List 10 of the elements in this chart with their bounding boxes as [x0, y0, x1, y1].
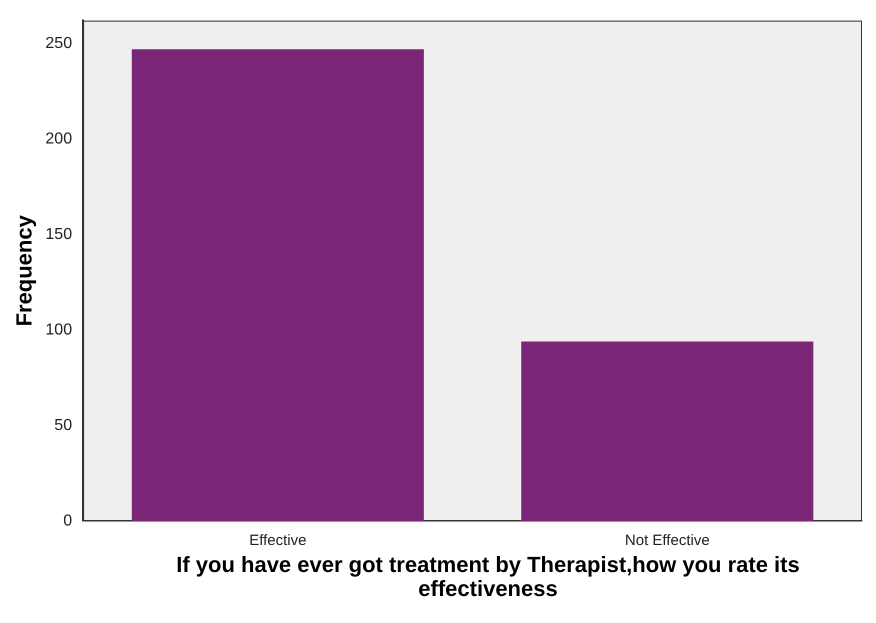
x-tick-label: Not Effective	[624, 532, 710, 550]
y-tick-label: 250	[45, 34, 72, 52]
y-tick-label: 200	[45, 130, 72, 148]
x-axis-title: If you have ever got treatment by Therapist,how you rate its effectiveness	[175, 552, 801, 601]
y-tick-label: 150	[45, 226, 72, 243]
y-axis-title: Frequency	[11, 214, 36, 326]
y-tick-label: 50	[54, 416, 72, 434]
y-tick-label: 100	[45, 321, 72, 338]
x-tick-label: Effective	[249, 532, 306, 550]
y-tick-label: 0	[63, 512, 72, 530]
